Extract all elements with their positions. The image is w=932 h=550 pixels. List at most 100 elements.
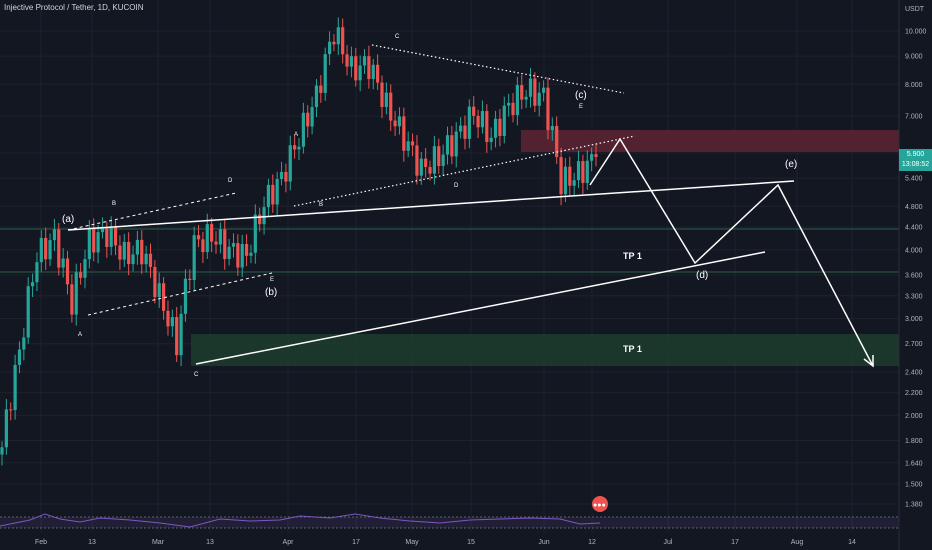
candle-up	[26, 286, 30, 338]
sub-label-C2: C	[395, 34, 400, 40]
candle-down	[485, 111, 489, 142]
candle-down	[450, 135, 454, 157]
candle-up	[493, 118, 498, 138]
price-tick-label: 7.000	[905, 114, 923, 121]
candle-up	[323, 54, 327, 93]
candle-up	[262, 207, 266, 225]
sub-label-D1: D	[228, 178, 233, 184]
candle-down	[345, 54, 349, 67]
candle-down	[201, 239, 205, 253]
date-tick-label: Apr	[283, 539, 295, 546]
candle-down	[244, 243, 249, 256]
candle-up	[179, 313, 183, 356]
date-tick-label: Jun	[538, 539, 549, 546]
price-tick-label: 2.000	[905, 413, 923, 420]
projected-arrowhead	[863, 355, 874, 368]
candle-up	[314, 85, 319, 108]
candle-down	[568, 166, 572, 186]
candle-down	[594, 154, 598, 158]
price-tick-label: 4.400	[905, 225, 923, 232]
candle-down	[166, 310, 170, 327]
date-tick-label: 13	[88, 539, 96, 546]
candle-down	[472, 106, 476, 116]
candle-up	[524, 96, 528, 100]
candle-down	[153, 266, 157, 298]
candle-down	[555, 125, 559, 158]
target-zone	[191, 334, 899, 366]
price-tick-label: 3.600	[905, 272, 923, 279]
candle-up	[349, 56, 354, 67]
candle-up	[13, 364, 17, 411]
sub-label-C1: C	[194, 372, 199, 378]
candle-up	[74, 272, 78, 315]
candle-up	[17, 349, 22, 365]
candle-up	[52, 229, 57, 241]
sub-label-E2: E	[579, 104, 583, 110]
candle-up	[371, 64, 375, 80]
candle-down	[271, 184, 275, 205]
candle-down	[70, 284, 74, 315]
candle-down	[284, 171, 288, 182]
candle-up	[441, 154, 445, 167]
candle-up	[406, 141, 410, 151]
time-axis[interactable]: Feb 13 Mar 13 Apr 17 May 15 Jun 12 Jul 17 Aug 14	[35, 539, 856, 546]
candle-up	[253, 214, 257, 253]
candle-up	[157, 283, 161, 298]
candle-up	[297, 146, 301, 150]
candle-up	[144, 253, 148, 265]
price-tick-label: 5.400	[905, 176, 923, 183]
price-tick-label: 1.800	[905, 438, 923, 445]
candle-down	[546, 87, 550, 131]
date-tick-label: 15	[467, 539, 475, 546]
candle-up	[0, 447, 4, 455]
candle-down	[148, 253, 153, 267]
candle-up	[183, 278, 188, 314]
price-tick-label: 3.300	[905, 293, 923, 300]
price-tick-label: 8.000	[905, 82, 923, 89]
candle-up	[96, 232, 100, 253]
zones	[0, 130, 899, 366]
date-tick-label: Mar	[152, 539, 165, 546]
date-tick-label: Aug	[791, 539, 804, 546]
candle-up	[397, 116, 402, 127]
candle-down	[293, 145, 297, 150]
date-tick-label: 13	[206, 539, 214, 546]
price-tick-label: 3.000	[905, 316, 923, 323]
drawings	[67, 44, 874, 368]
date-tick-label: 14	[848, 539, 856, 546]
candle-down	[498, 118, 502, 137]
candle-up	[240, 243, 244, 268]
sub-label-A1: A	[78, 332, 82, 338]
upper-trendline	[67, 180, 795, 231]
candle-down	[105, 227, 109, 247]
candle-down	[92, 228, 96, 253]
sub-label-E1: E	[270, 277, 274, 283]
candle-up	[4, 409, 8, 448]
currency-label: USDT	[905, 6, 925, 13]
candle-up	[192, 235, 196, 280]
rsi-line	[0, 513, 601, 528]
candle-up	[231, 243, 236, 247]
price-tick-label: 2.400	[905, 369, 923, 376]
candle-down	[258, 214, 262, 225]
date-tick-label: Jul	[664, 539, 673, 546]
wave-label-d: (d)	[696, 270, 708, 281]
grid	[0, 0, 899, 532]
candle-up	[489, 137, 493, 142]
current-price-value: 5.900	[906, 151, 925, 158]
price-tick-label: 4.000	[905, 247, 923, 254]
candle-up	[83, 259, 87, 278]
candle-up	[227, 246, 231, 259]
candle-up	[480, 111, 485, 128]
candle-up	[576, 161, 581, 181]
sub-label-A2: A	[294, 132, 298, 138]
candle-up	[445, 135, 450, 155]
candle-up	[279, 171, 284, 179]
price-axis[interactable]: USDT 10.0009.0008.0007.0006.0005.4004.80…	[898, 0, 927, 550]
candle-down	[188, 278, 192, 280]
candle-up	[218, 229, 222, 245]
candle-up	[39, 237, 43, 263]
candle-down	[415, 145, 419, 176]
